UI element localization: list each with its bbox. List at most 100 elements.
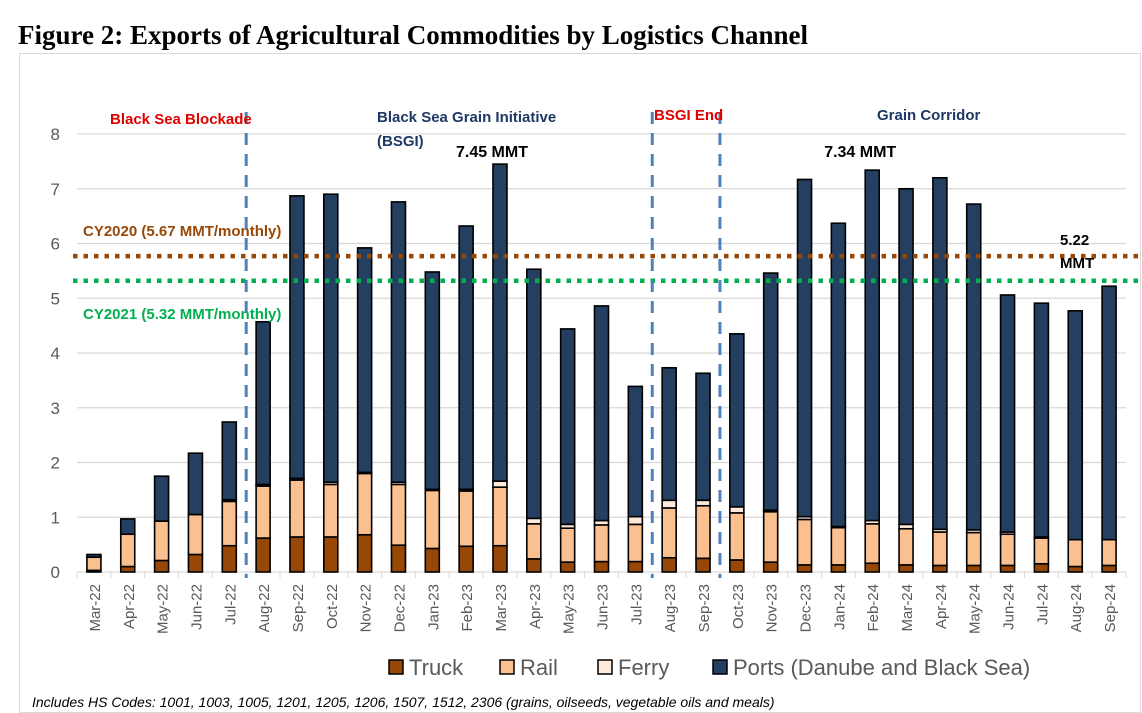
legend-swatch-rail	[499, 659, 515, 675]
x-tick-label: Aug-22	[256, 584, 273, 632]
x-tick-label: Apr-22	[121, 584, 138, 629]
bar-segment-rail	[187, 513, 204, 556]
bar-segment-rail	[322, 483, 339, 538]
bar-segment-truck	[661, 556, 677, 573]
bar-segment-truck	[999, 564, 1016, 573]
y-tick-label: 3	[51, 399, 60, 418]
x-tick-label: Jul-23	[628, 584, 645, 625]
x-tick-label: Mar-22	[87, 584, 104, 632]
figure-title: Figure 2: Exports of Agricultural Commod…	[18, 20, 809, 50]
bar-segment-ports	[593, 305, 610, 522]
period-label-grain-corridor: Grain Corridor	[877, 107, 981, 124]
y-tick-label: 4	[51, 344, 60, 363]
bar-segment-rail	[559, 527, 576, 563]
y-tick-label: 2	[51, 454, 60, 473]
bar-segment-truck	[221, 544, 238, 573]
bar-segment-ports	[289, 195, 305, 480]
x-tick-label: Jan-23	[425, 584, 442, 630]
x-tick-label: Jul-24	[1034, 584, 1051, 625]
bar-segment-ferry	[627, 515, 644, 526]
bar-segment-truck	[526, 558, 542, 573]
x-tick-label: Aug-24	[1068, 584, 1085, 632]
bar-segment-truck	[390, 544, 407, 573]
bar-segment-ports	[999, 294, 1016, 533]
x-tick-label: Apr-24	[933, 584, 950, 629]
y-tick-label: 7	[51, 180, 60, 199]
reference-label-cy2020: CY2020 (5.67 MMT/monthly)	[83, 223, 281, 240]
bar-segment-ports	[695, 372, 711, 502]
bar-segment-rail	[390, 483, 407, 546]
bar-segment-truck	[289, 536, 305, 573]
bar-segment-ports	[458, 225, 474, 491]
bar-segment-truck	[153, 559, 170, 573]
x-tick-label: May-22	[155, 584, 172, 634]
bar-segment-truck	[187, 553, 204, 573]
legend-label-ferry: Ferry	[618, 655, 669, 680]
x-tick-label: Apr-23	[527, 584, 544, 629]
annotation-last-sep-24-unit: MMT	[1060, 255, 1094, 272]
reference-label-cy2021: CY2021 (5.32 MMT/monthly)	[83, 306, 281, 323]
bar-segment-ferry	[492, 480, 508, 488]
annotation-last-sep-24: 5.22	[1060, 232, 1089, 249]
bar-segment-truck	[1033, 562, 1050, 573]
bar-segment-ports	[898, 187, 914, 526]
bar-segment-rail	[864, 523, 881, 565]
bar-segment-ports	[221, 421, 238, 501]
bar-segment-truck	[1067, 565, 1084, 573]
bar-segment-truck	[796, 564, 813, 573]
period-label-bsgi-end: BSGI End	[654, 107, 723, 124]
bar-segment-ports	[932, 177, 948, 531]
bar-segment-rail	[119, 533, 136, 568]
bar-segment-rail	[356, 472, 373, 536]
bar-segment-truck	[492, 544, 508, 573]
y-tick-label: 0	[51, 563, 60, 582]
bar-segment-ferry	[661, 499, 677, 509]
bar-segment-rail	[492, 486, 508, 547]
bar-segment-rail	[424, 489, 441, 550]
legend-label-ports: Ports (Danube and Black Sea)	[733, 655, 1030, 680]
x-tick-label: Sep-23	[696, 584, 713, 632]
bar-segment-truck	[559, 561, 576, 573]
legend-label-rail: Rail	[520, 655, 558, 680]
bar-segment-rail	[526, 523, 542, 560]
bar-segment-truck	[864, 562, 881, 573]
y-tick-label: 6	[51, 235, 60, 254]
bar-segment-truck	[627, 560, 644, 573]
bar-segment-truck	[255, 537, 271, 573]
bar-segment-rail	[627, 523, 644, 563]
x-tick-label: Jan-24	[831, 584, 848, 630]
bar-segment-truck	[729, 559, 745, 573]
bar-segment-ports	[424, 271, 441, 491]
bar-segment-ports	[322, 193, 339, 484]
x-tick-label: Jun-23	[595, 584, 612, 630]
bar-segment-rail	[255, 485, 271, 539]
bar-segment-rail	[86, 556, 102, 572]
bar-segment-ports	[390, 201, 407, 484]
bar-segment-rail	[458, 490, 474, 548]
x-tick-label: Jun-24	[1001, 584, 1018, 630]
x-tick-label: Jul-22	[222, 584, 239, 625]
bar-segment-ports	[729, 333, 745, 508]
y-tick-label: 5	[51, 289, 60, 308]
bar-segment-ferry	[526, 517, 542, 525]
bar-segment-truck	[458, 545, 474, 573]
bar-segment-rail	[661, 507, 677, 559]
x-tick-label: Dec-23	[798, 584, 815, 632]
bar-segment-ports	[356, 247, 373, 474]
bar-segment-truck	[1101, 564, 1117, 573]
bar-segment-rail	[1067, 538, 1084, 568]
bar-segment-ports	[627, 385, 644, 518]
bar-segment-truck	[356, 533, 373, 573]
bar-segment-ports	[1033, 302, 1050, 538]
annotation-peak-feb-24: 7.34 MMT	[824, 144, 896, 161]
bar-segment-rail	[999, 533, 1016, 567]
bar-segment-truck	[762, 561, 779, 573]
bar-segment-ports	[965, 203, 982, 531]
bar-segment-ports	[86, 553, 102, 559]
bar-segment-rail	[830, 526, 847, 566]
bar-segment-ports	[1101, 285, 1117, 541]
x-tick-label: Oct-23	[730, 584, 747, 629]
legend-swatch-truck	[388, 659, 404, 675]
bar-segment-rail	[221, 500, 238, 547]
